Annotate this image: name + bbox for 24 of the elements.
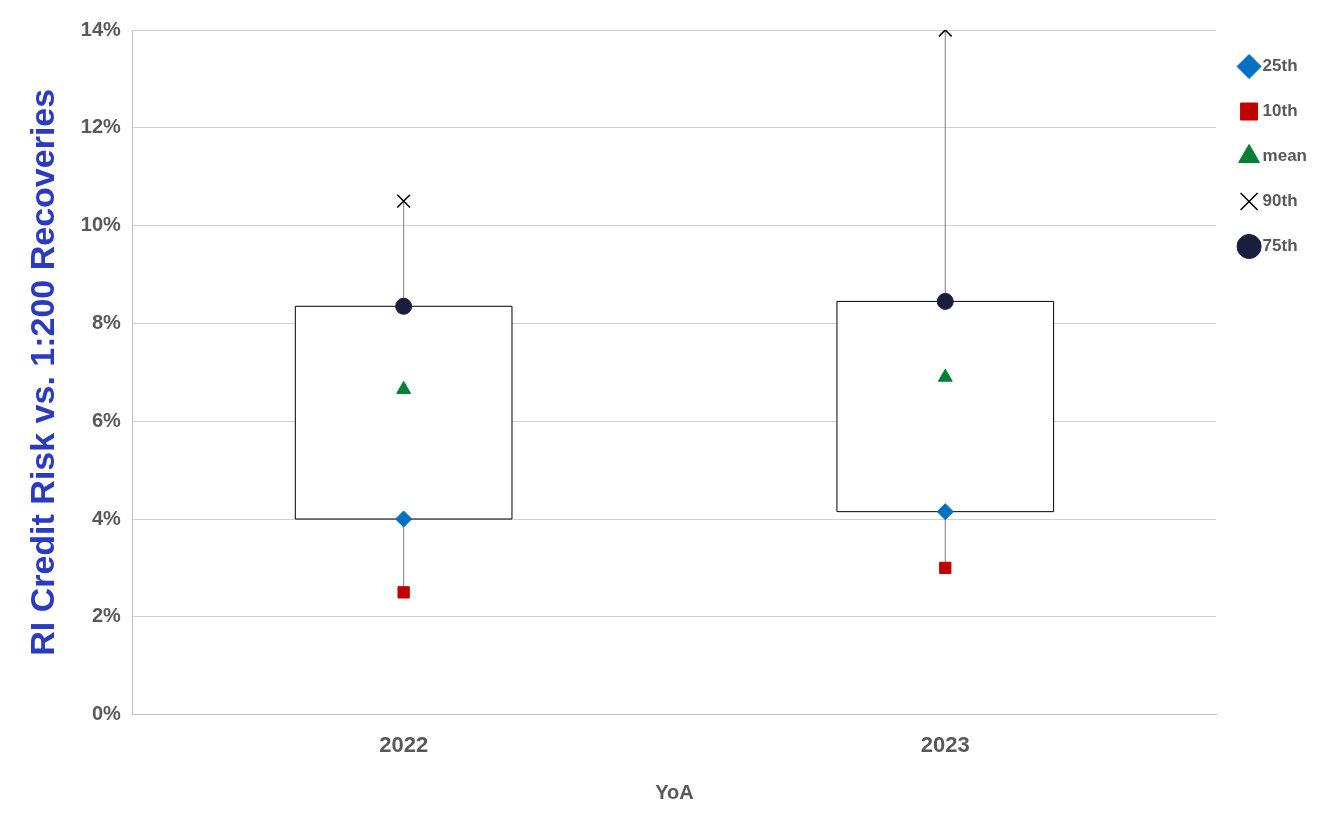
point xyxy=(936,503,954,521)
legend-label: mean xyxy=(1262,146,1308,166)
x-tick-label: 2023 xyxy=(920,731,970,757)
point xyxy=(939,561,952,575)
x-tick-label: 2022 xyxy=(379,731,429,757)
legend-label: 90th xyxy=(1262,191,1298,211)
y-tick-label: 6% xyxy=(91,408,122,431)
y-tick-label: 0% xyxy=(91,702,122,725)
point xyxy=(397,586,410,599)
point xyxy=(395,510,413,528)
y-tick-label: 14% xyxy=(80,17,122,40)
y-axis-title: RI Credit Risk vs. 1:200 Recoveries xyxy=(22,88,61,656)
legend-label: 75th xyxy=(1262,236,1298,256)
y-tick-label: 2% xyxy=(91,604,122,627)
point xyxy=(396,194,411,209)
y-tick-label: 8% xyxy=(91,310,122,333)
x-axis-title: YoA xyxy=(655,780,694,803)
legend-label: 25th xyxy=(1262,56,1298,76)
legend-label: 10th xyxy=(1262,101,1298,121)
point xyxy=(936,292,954,310)
y-tick-label: 4% xyxy=(91,506,122,529)
y-tick-label: 12% xyxy=(80,115,122,138)
y-tick-label: 10% xyxy=(80,213,122,236)
point xyxy=(395,297,413,315)
